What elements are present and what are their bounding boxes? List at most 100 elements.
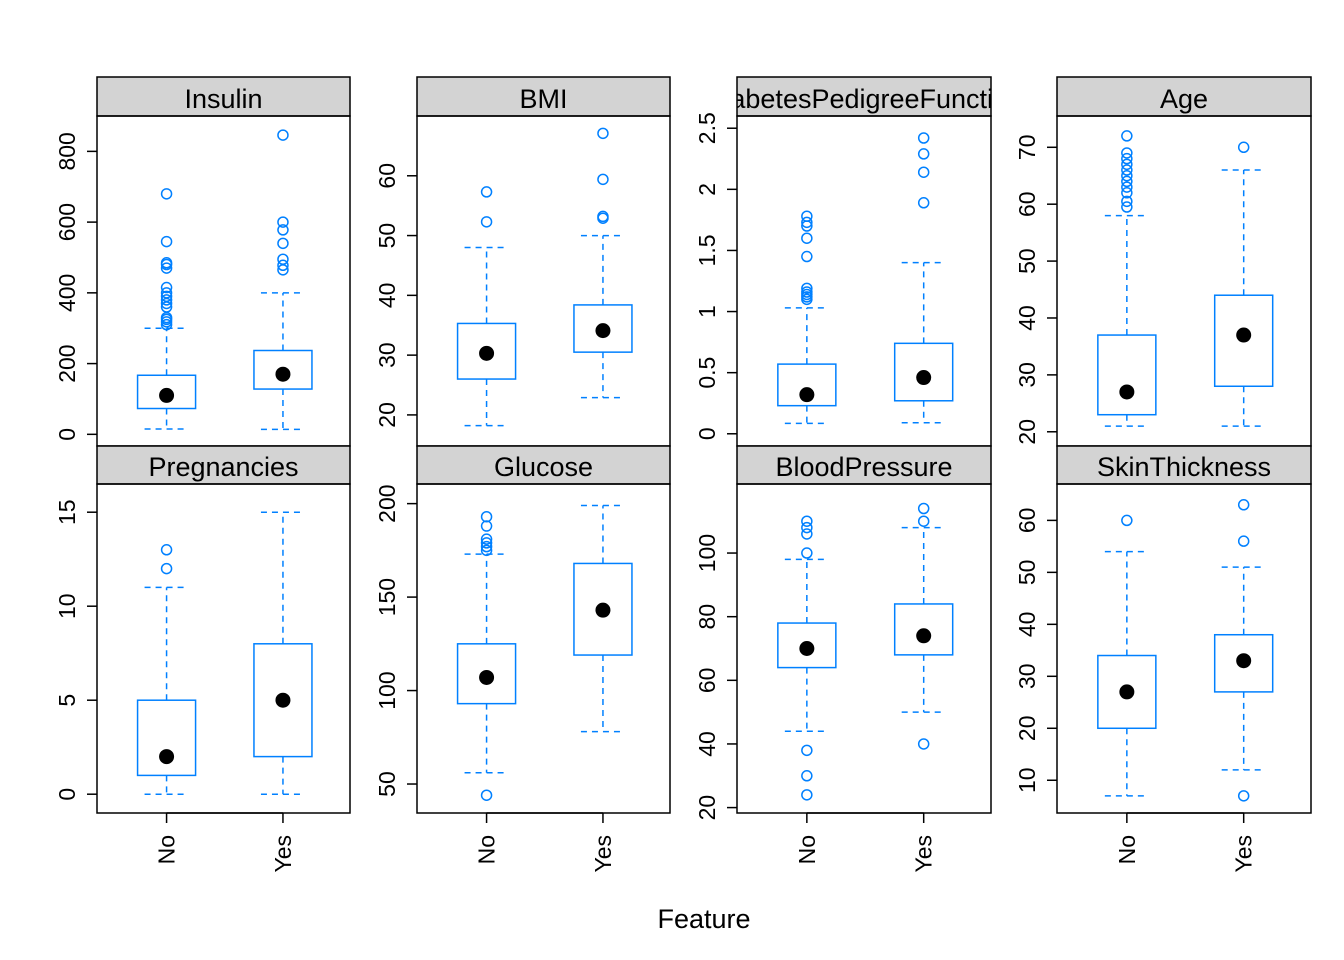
outlier-point xyxy=(801,286,813,298)
y-tick-label: 30 xyxy=(374,342,400,368)
outlier-point xyxy=(1121,201,1133,213)
outlier-point xyxy=(597,210,609,223)
y-tick-label: 1.5 xyxy=(694,234,720,266)
median-dot xyxy=(159,749,175,765)
box-blood-pressure-no xyxy=(777,515,837,801)
box-skin-thickness-yes xyxy=(1213,499,1274,802)
iqr-box xyxy=(1213,294,1274,388)
outlier-point xyxy=(480,537,493,549)
iqr-box xyxy=(573,304,633,353)
y-tick-label: 40 xyxy=(1014,305,1040,331)
strip-title-diabetes-pedigree-function: DiabetesPedigreeFunction xyxy=(705,84,1023,114)
median-dot xyxy=(1236,653,1252,669)
outlier-point xyxy=(801,547,813,559)
strip-blood-pressure xyxy=(736,445,992,485)
y-tick-label: 50 xyxy=(1014,248,1040,274)
iqr-box xyxy=(777,622,837,669)
box-insulin-no xyxy=(136,188,197,430)
outlier-point xyxy=(160,235,173,248)
outlier-point xyxy=(1121,187,1133,199)
x-tick-label: No xyxy=(474,835,500,864)
strip-insulin xyxy=(96,76,351,117)
x-tick-label: Yes xyxy=(911,835,937,873)
y-axis-insulin: 0 200 400 600 800 xyxy=(54,132,97,441)
median-dot xyxy=(479,669,495,685)
iqr-box xyxy=(893,603,954,656)
outlier-point xyxy=(480,216,493,228)
outlier-point xyxy=(801,770,813,782)
y-tick-label: 0 xyxy=(694,427,720,440)
box-diabetes-pedigree-function-yes xyxy=(893,132,954,424)
y-tick-label: 0 xyxy=(54,428,80,441)
x-axis-glucose: No Yes xyxy=(474,812,616,873)
median-dot xyxy=(916,628,932,644)
x-tick-label: No xyxy=(154,835,180,864)
strip-diabetes-pedigree-function xyxy=(736,76,992,117)
panel-glucose: Glucose 50 100 150 200 No Yes xyxy=(374,445,671,873)
y-axis-diabetes-pedigree-function: 0 0.5 1 1.5 2 2.5 xyxy=(694,112,737,440)
outlier-point xyxy=(1237,499,1250,511)
y-tick-label: 80 xyxy=(694,604,720,630)
y-tick-label: 200 xyxy=(374,484,400,522)
outlier-point xyxy=(1121,175,1133,188)
outlier-point xyxy=(160,188,173,200)
panel-bmi: BMI 20 30 40 50 60 xyxy=(374,76,671,447)
y-tick-label: 0 xyxy=(54,788,80,801)
iqr-box xyxy=(253,643,313,758)
y-tick-label: 600 xyxy=(54,203,80,241)
y-tick-label: 1 xyxy=(694,305,720,318)
outlier-point xyxy=(1237,535,1250,547)
y-tick-label: 40 xyxy=(374,283,400,309)
outlier-point xyxy=(277,129,289,141)
iqr-box xyxy=(136,374,197,410)
panel-skin-thickness: SkinThickness 10 20 30 40 50 60 No Yes xyxy=(1014,445,1312,873)
median-dot xyxy=(1236,327,1252,343)
median-dot xyxy=(595,323,611,339)
outlier-point xyxy=(801,521,813,534)
outlier-point xyxy=(160,257,173,269)
outlier-point xyxy=(801,744,813,757)
outlier-point xyxy=(1237,790,1250,802)
outlier-point xyxy=(801,210,813,222)
y-tick-label: 800 xyxy=(54,132,80,170)
outlier-point xyxy=(917,132,930,144)
outlier-point xyxy=(801,250,813,263)
y-tick-label: 150 xyxy=(374,578,400,616)
iqr-box xyxy=(136,699,197,777)
strip-skin-thickness xyxy=(1056,445,1312,485)
strip-bmi xyxy=(416,76,671,117)
outlier-point xyxy=(917,166,930,178)
y-tick-label: 10 xyxy=(1014,767,1040,793)
x-axis-blood-pressure: No Yes xyxy=(794,812,937,873)
outlier-point xyxy=(801,216,813,229)
panel-pregnancies: Pregnancies 0 5 10 15 No Yes xyxy=(54,445,351,873)
outlier-point xyxy=(801,515,813,527)
panel-age: Age 20 30 40 50 60 70 xyxy=(1014,76,1312,447)
x-tick-label: Yes xyxy=(270,835,296,873)
y-tick-label: 60 xyxy=(374,163,400,189)
outlier-point xyxy=(277,224,289,236)
outlier-point xyxy=(160,562,173,575)
panel-diabetes-pedigree-function: DiabetesPedigreeFunction 0 0.5 1 1.5 2 2.5 xyxy=(694,76,1023,447)
y-tick-label: 20 xyxy=(1014,715,1040,741)
outlier-point xyxy=(801,789,813,801)
outlier-point xyxy=(1121,147,1133,159)
outlier-point xyxy=(480,540,493,553)
outlier-point xyxy=(1121,181,1133,193)
strip-title-skin-thickness: SkinThickness xyxy=(1097,452,1271,482)
outlier-point xyxy=(597,173,609,186)
y-tick-label: 5 xyxy=(54,694,80,707)
y-axis-skin-thickness: 10 20 30 40 50 60 xyxy=(1014,508,1057,793)
outlier-point xyxy=(480,533,493,545)
outlier-point xyxy=(1121,169,1133,182)
iqr-box xyxy=(777,363,837,407)
box-glucose-no xyxy=(456,510,517,801)
outlier-point xyxy=(801,282,813,295)
median-dot xyxy=(275,692,291,708)
box-diabetes-pedigree-function-no xyxy=(777,210,837,425)
strip-title-bmi: BMI xyxy=(519,84,567,114)
outlier-point xyxy=(277,216,289,228)
median-dot xyxy=(595,602,611,618)
strip-title-glucose: Glucose xyxy=(494,452,593,482)
